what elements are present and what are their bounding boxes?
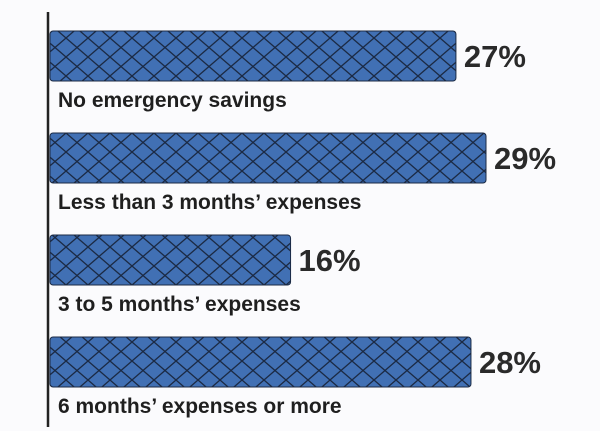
category-label-4: 6 months’ expenses or more [58,395,342,418]
bar-2 [49,132,487,184]
value-label-3: 16% [299,243,361,278]
value-label-1: 27% [464,39,526,74]
bar-1 [49,30,457,82]
bars-layer: 27% No emergency savings 29% Less than 3 mo… [49,30,556,418]
bar-3 [49,234,292,286]
value-label-4: 28% [479,345,541,380]
category-label-1: No emergency savings [58,89,287,112]
category-label-2: Less than 3 months’ expenses [58,191,361,214]
value-label-2: 29% [494,141,556,176]
bar-4 [49,336,472,388]
category-label-3: 3 to 5 months’ expenses [58,293,301,316]
